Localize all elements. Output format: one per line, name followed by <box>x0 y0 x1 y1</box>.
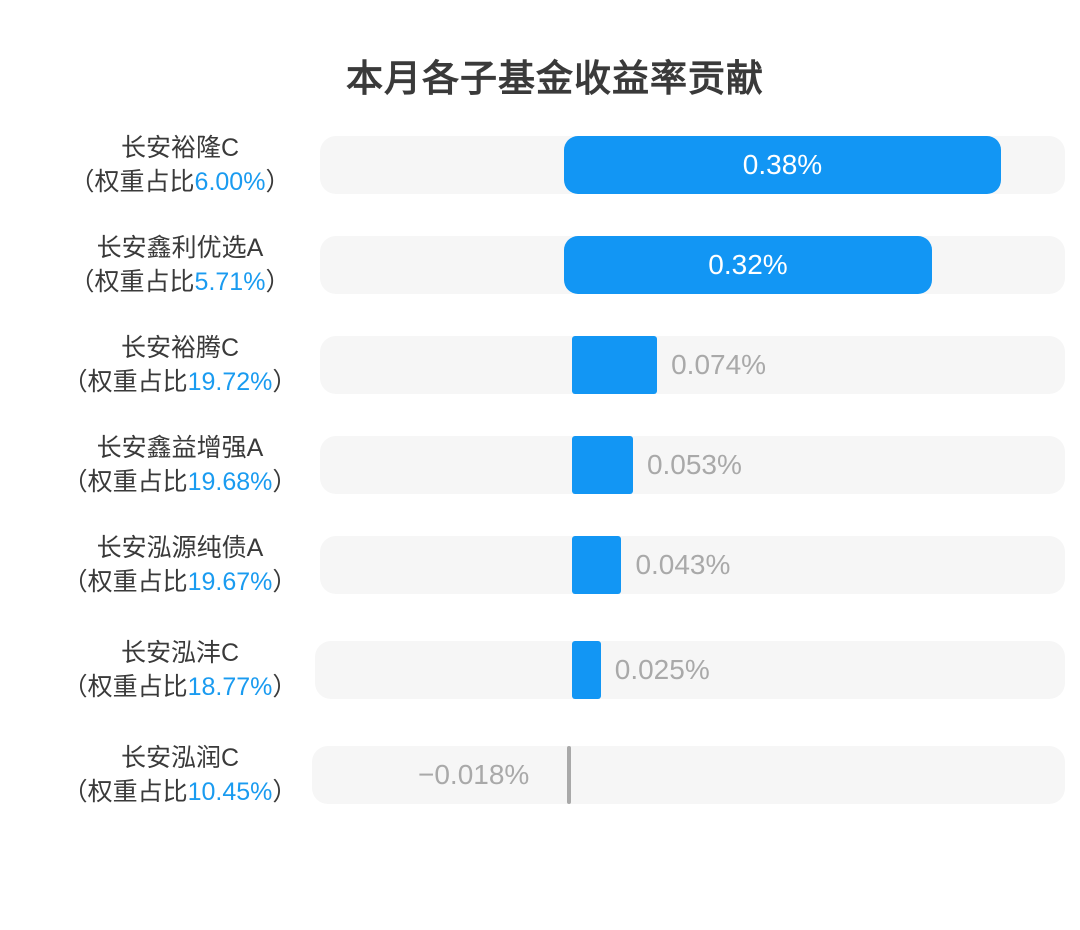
value-label: 0.32% <box>564 236 932 294</box>
weight-suffix-text: ） <box>272 568 297 596</box>
weight-prefix-text: （权重占比 <box>63 568 188 596</box>
value-bar <box>572 641 601 699</box>
weight-line: （权重占比19.72%） <box>30 365 330 399</box>
weight-suffix-text: ） <box>272 368 297 396</box>
value-bar <box>567 746 571 804</box>
weight-prefix-text: （权重占比 <box>63 673 188 701</box>
weight-line: （权重占比5.71%） <box>30 265 330 299</box>
weight-value: 19.72% <box>188 368 273 396</box>
category-label: 长安鑫利优选A （权重占比5.71%） <box>30 231 330 299</box>
value-label: 0.043% <box>635 536 730 594</box>
weight-prefix-text: （权重占比 <box>63 368 188 396</box>
weight-value: 19.67% <box>188 568 273 596</box>
category-label: 长安泓源纯债A （权重占比19.67%） <box>30 531 330 599</box>
weight-prefix-text: （权重占比 <box>63 778 188 806</box>
weight-suffix-text: ） <box>272 778 297 806</box>
category-label: 长安鑫益增强A （权重占比19.68%） <box>30 431 330 499</box>
weight-value: 5.71% <box>195 268 266 296</box>
fund-name: 长安鑫益增强A <box>30 431 330 465</box>
value-label: 0.074% <box>671 336 766 394</box>
value-label: 0.053% <box>647 436 742 494</box>
category-label: 长安泓润C （权重占比10.45%） <box>30 741 330 809</box>
fund-name: 长安裕隆C <box>30 131 330 165</box>
value-label: −0.018% <box>418 746 529 804</box>
fund-name: 长安泓润C <box>30 741 330 775</box>
value-bar <box>572 536 621 594</box>
weight-line: （权重占比18.77%） <box>30 670 330 704</box>
value-label: 0.025% <box>615 641 710 699</box>
weight-line: （权重占比19.68%） <box>30 465 330 499</box>
weight-value: 10.45% <box>188 778 273 806</box>
category-label: 长安裕腾C （权重占比19.72%） <box>30 331 330 399</box>
weight-line: （权重占比6.00%） <box>30 165 330 199</box>
fund-name: 长安裕腾C <box>30 331 330 365</box>
weight-prefix-text: （权重占比 <box>63 468 188 496</box>
category-label: 长安泓沣C （权重占比18.77%） <box>30 636 330 704</box>
fund-name: 长安鑫利优选A <box>30 231 330 265</box>
fund-name: 长安泓沣C <box>30 636 330 670</box>
category-label: 长安裕隆C （权重占比6.00%） <box>30 131 330 199</box>
value-bar <box>572 336 657 394</box>
weight-suffix-text: ） <box>265 268 290 296</box>
weight-suffix-text: ） <box>272 468 297 496</box>
weight-value: 19.68% <box>188 468 273 496</box>
weight-prefix-text: （权重占比 <box>70 268 195 296</box>
weight-suffix-text: ） <box>272 673 297 701</box>
weight-value: 18.77% <box>188 673 273 701</box>
weight-line: （权重占比19.67%） <box>30 565 330 599</box>
weight-line: （权重占比10.45%） <box>30 775 330 809</box>
fund-name: 长安泓源纯债A <box>30 531 330 565</box>
value-label: 0.38% <box>564 136 1001 194</box>
weight-prefix-text: （权重占比 <box>70 168 195 196</box>
weight-value: 6.00% <box>195 168 266 196</box>
weight-suffix-text: ） <box>265 168 290 196</box>
value-bar <box>572 436 633 494</box>
